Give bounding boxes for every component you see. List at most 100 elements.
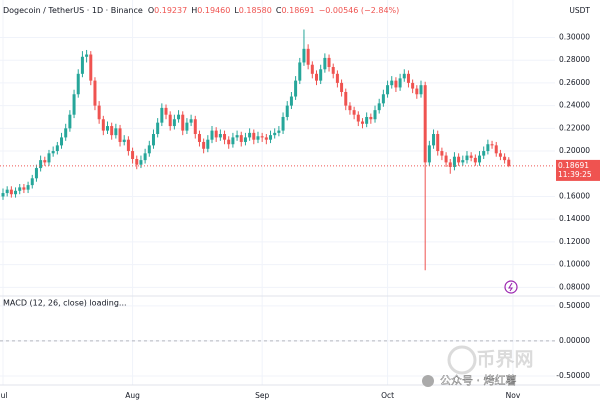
candle-body	[507, 159, 511, 166]
candle-body	[377, 103, 381, 111]
y-tick-label: 0.22000	[559, 123, 590, 132]
candle-body	[122, 139, 126, 142]
candle-body	[172, 119, 176, 127]
candle-body	[306, 48, 310, 65]
candle-body	[68, 114, 72, 129]
candle-body	[206, 139, 210, 149]
candle-body	[264, 137, 268, 140]
watermark-text: 公众号 · 烤红薯	[440, 373, 517, 387]
candles	[1, 29, 511, 271]
lightning-icon	[504, 280, 518, 294]
x-tick-label: Aug	[125, 391, 140, 400]
candle-body	[465, 155, 469, 161]
candle-body	[243, 137, 247, 142]
chart-header: Dogecoin / TetherUS · 1D · Binance O0.192…	[3, 6, 399, 15]
candle-body	[89, 54, 93, 81]
candle-body	[327, 57, 331, 68]
candle-body	[457, 156, 461, 163]
candle-body	[60, 137, 64, 146]
quote-value: 0.19460	[197, 6, 230, 15]
candle-body	[214, 130, 218, 138]
candle-body	[315, 73, 318, 81]
candle-body	[289, 96, 293, 106]
candle-body	[26, 185, 30, 190]
y-tick-label: 0.10000	[559, 260, 590, 269]
y-tick-label: 0.26000	[559, 78, 590, 87]
candle-body	[365, 116, 369, 124]
price-label-box	[556, 159, 600, 181]
candle-body	[373, 110, 377, 120]
candle-body	[448, 162, 452, 167]
quote-value: 0.18691	[281, 6, 314, 15]
candle-body	[494, 145, 498, 154]
candle-body	[235, 135, 239, 138]
y-tick-label: 0.30000	[559, 32, 590, 41]
quote-label: L	[234, 6, 239, 15]
candle-body	[260, 136, 264, 138]
candle-body	[34, 168, 38, 179]
candle-body	[273, 132, 277, 136]
countdown: 11:39:25	[558, 170, 592, 179]
candle-body	[151, 134, 155, 146]
price-label: 0.18691	[558, 161, 589, 170]
candle-body	[486, 144, 490, 152]
quote-label: C	[276, 6, 282, 15]
candle-body	[227, 139, 231, 145]
indicator-tick-label: 0.00000	[559, 336, 590, 345]
candle-body	[302, 48, 306, 63]
candle-body	[30, 178, 34, 186]
candle-body	[147, 145, 151, 154]
y-tick-label: 0.16000	[559, 191, 590, 200]
candle-body	[461, 160, 465, 163]
candle-body	[348, 105, 352, 111]
candle-body	[101, 119, 105, 131]
candle-body	[80, 56, 84, 74]
candle-body	[210, 130, 214, 140]
candle-body	[285, 105, 289, 117]
candle-body	[386, 85, 390, 95]
candle-body	[47, 153, 51, 163]
candle-body	[482, 151, 486, 156]
candle-body	[469, 155, 473, 158]
candle-body	[93, 80, 97, 106]
y-tick-label: 0.08000	[559, 282, 590, 291]
candle-body	[168, 114, 172, 127]
candle-body	[369, 116, 373, 120]
candle-body	[398, 78, 402, 88]
x-tick-label: Jul	[0, 391, 8, 400]
candle-body	[156, 122, 160, 135]
indicator-tick-label: -0.50000	[556, 371, 590, 380]
candle-body	[1, 193, 5, 197]
y-tick-label: 0.14000	[559, 214, 590, 223]
candle-body	[248, 132, 252, 138]
candle-body	[126, 139, 130, 152]
quote-label: O	[148, 6, 154, 15]
candle-body	[356, 114, 360, 122]
candle-body	[360, 121, 364, 124]
candle-body	[223, 134, 227, 140]
candle-body	[252, 132, 256, 140]
candle-body	[427, 145, 431, 163]
candle-body	[164, 107, 168, 115]
candle-body	[478, 155, 482, 163]
candle-body	[177, 114, 181, 120]
symbol: Dogecoin / TetherUS · 1D · Binance	[3, 6, 143, 15]
indicator-tick-label: 0.50000	[559, 301, 590, 310]
y-tick-label: 0.24000	[559, 101, 590, 110]
candle-body	[143, 153, 147, 161]
candle-body	[114, 128, 118, 136]
x-tick-label: Oct	[381, 391, 394, 400]
candle-body	[14, 190, 18, 195]
indicator-title: MACD (12, 26, close) loading...	[3, 299, 127, 308]
candle-body	[110, 126, 114, 136]
candle-body	[310, 64, 314, 74]
candle-body	[440, 151, 444, 156]
candle-body	[344, 91, 348, 106]
candle-body	[402, 73, 406, 79]
candle-body	[269, 135, 273, 140]
candle-body	[51, 151, 55, 154]
candle-body	[352, 110, 356, 115]
candle-body	[139, 160, 143, 165]
candle-body	[85, 54, 89, 57]
